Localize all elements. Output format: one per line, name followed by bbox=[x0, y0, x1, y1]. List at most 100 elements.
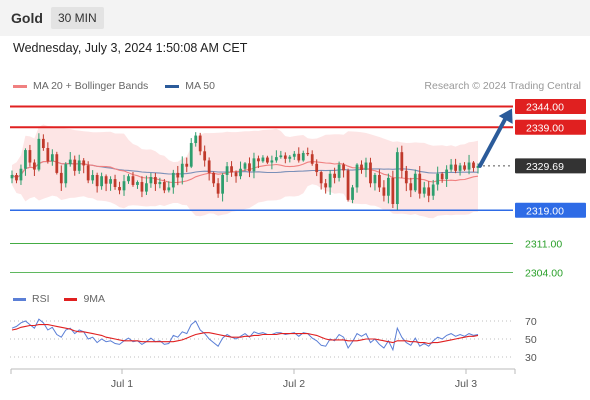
candle-body bbox=[225, 166, 229, 175]
candle-body bbox=[386, 177, 390, 196]
candle-body bbox=[364, 162, 368, 170]
level-label-2329-69: 2329.69 bbox=[526, 161, 564, 173]
candle bbox=[355, 163, 359, 193]
candle bbox=[118, 181, 121, 195]
candle bbox=[261, 155, 265, 163]
candle-body bbox=[342, 164, 345, 171]
candle-body bbox=[404, 170, 408, 184]
candle bbox=[127, 174, 130, 184]
candle bbox=[185, 157, 189, 173]
candle-body bbox=[212, 172, 216, 184]
candle-body bbox=[306, 152, 310, 155]
candle-body bbox=[55, 154, 59, 173]
candle-body bbox=[171, 172, 175, 188]
credit-label: Research © 2024 Trading Central bbox=[424, 80, 581, 92]
candle bbox=[59, 165, 63, 191]
candle bbox=[274, 150, 278, 163]
candle-body bbox=[37, 138, 41, 170]
candle-body bbox=[319, 172, 323, 184]
candle bbox=[301, 150, 305, 162]
ma50-swatch bbox=[165, 84, 180, 88]
rsi-swatch bbox=[13, 297, 26, 301]
candle bbox=[454, 158, 457, 174]
candle-body bbox=[449, 164, 453, 170]
candle bbox=[194, 132, 198, 147]
candle bbox=[46, 142, 50, 164]
ma9-swatch bbox=[64, 297, 78, 301]
candle bbox=[378, 169, 381, 192]
candle-body bbox=[198, 135, 202, 152]
candle bbox=[391, 170, 395, 209]
candle bbox=[288, 155, 292, 163]
candle bbox=[216, 178, 220, 198]
candle bbox=[180, 156, 184, 185]
candle-body bbox=[140, 182, 144, 192]
candle-body bbox=[261, 157, 265, 162]
candle-body bbox=[292, 153, 296, 157]
candle bbox=[257, 155, 260, 169]
candle bbox=[386, 173, 390, 204]
candle-body bbox=[324, 183, 328, 188]
candle bbox=[100, 172, 104, 190]
candle bbox=[221, 173, 224, 202]
candle bbox=[24, 148, 27, 176]
candle-body bbox=[346, 170, 350, 200]
candle bbox=[427, 181, 431, 203]
candle-body bbox=[257, 158, 260, 162]
candle-body bbox=[472, 162, 475, 168]
candle-body bbox=[68, 159, 72, 165]
candle bbox=[373, 172, 377, 191]
candle bbox=[28, 144, 32, 167]
candle bbox=[364, 157, 368, 178]
candle-body bbox=[252, 158, 256, 172]
candle bbox=[400, 145, 404, 179]
x-tick-label-2: Jul 3 bbox=[455, 378, 477, 390]
legend-ma9-label: 9MA bbox=[83, 293, 106, 305]
candle-body bbox=[185, 163, 189, 167]
candle-body bbox=[427, 187, 431, 196]
candle-body bbox=[391, 177, 395, 205]
candle-body bbox=[131, 176, 135, 185]
candle bbox=[15, 172, 18, 184]
level-label-2344-00: 2344.00 bbox=[526, 102, 564, 114]
timeframe-button[interactable]: 30 MIN bbox=[51, 7, 104, 29]
candle bbox=[140, 176, 144, 198]
candle-body bbox=[153, 177, 157, 185]
candle-body bbox=[41, 138, 45, 148]
candle bbox=[467, 154, 471, 175]
candle-body bbox=[409, 183, 413, 191]
candle bbox=[252, 152, 256, 179]
candle-body bbox=[288, 156, 292, 159]
candle-body bbox=[64, 164, 68, 184]
ma20-swatch bbox=[13, 84, 27, 88]
candle-body bbox=[203, 151, 207, 161]
candle-body bbox=[333, 173, 337, 178]
candle-body bbox=[315, 163, 319, 173]
candle-body bbox=[373, 174, 377, 184]
candle bbox=[149, 172, 153, 188]
candle bbox=[409, 177, 413, 198]
candle bbox=[50, 149, 54, 166]
candle-body bbox=[15, 174, 18, 181]
candle-body bbox=[440, 173, 444, 180]
rsi-line bbox=[11, 318, 479, 352]
candle bbox=[360, 160, 363, 174]
candle bbox=[122, 174, 126, 196]
candle-body bbox=[73, 159, 77, 171]
candle-body bbox=[136, 182, 139, 185]
legend-ma20-label: MA 20 + Bollinger Bands bbox=[33, 80, 149, 92]
candle bbox=[351, 184, 354, 204]
candle bbox=[153, 172, 157, 191]
candle-body bbox=[221, 174, 224, 194]
candle bbox=[333, 167, 337, 184]
candle-body bbox=[59, 172, 63, 184]
candle-body bbox=[266, 157, 269, 163]
candle-body bbox=[207, 160, 211, 173]
candle bbox=[82, 158, 86, 174]
candle-body bbox=[216, 183, 220, 194]
candle-body bbox=[149, 177, 153, 184]
candle-body bbox=[351, 187, 354, 200]
forecast-arrow-head bbox=[498, 108, 513, 124]
candle bbox=[158, 177, 162, 189]
